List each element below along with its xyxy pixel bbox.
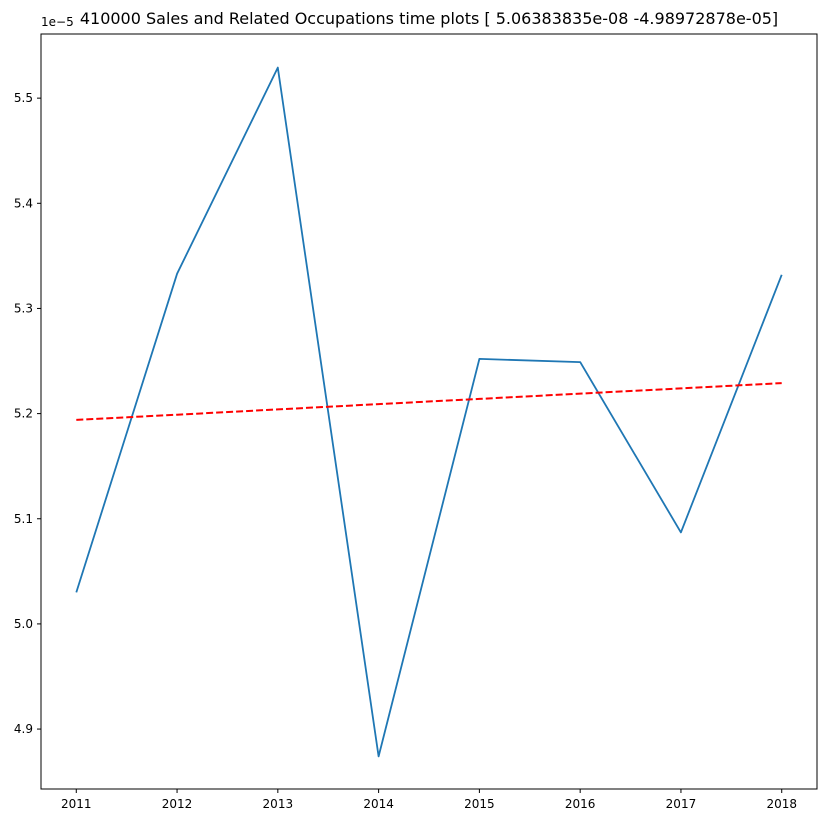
x-tick-label: 2014 <box>363 797 394 811</box>
y-tick-label: 5.0 <box>14 617 33 631</box>
series-line <box>75 66 783 758</box>
chart-title: 410000 Sales and Related Occupations tim… <box>80 9 778 28</box>
x-tick-label: 2011 <box>61 797 92 811</box>
plot-area: 2011 2012 2013 2014 2015 2016 2017 2018 4.9 5.0 5.… <box>14 33 818 811</box>
y-tick-label: 5.3 <box>14 301 33 315</box>
y-tick-label: 5.1 <box>14 512 33 526</box>
x-tick-label: 2018 <box>766 797 797 811</box>
axes-frame <box>40 33 818 790</box>
y-tick-label: 4.9 <box>14 722 33 736</box>
x-tick-label: 2016 <box>565 797 596 811</box>
x-tick-label: 2015 <box>464 797 495 811</box>
x-tick-label: 2017 <box>666 797 697 811</box>
trend-line <box>76 382 782 421</box>
y-tick-label: 5.2 <box>14 407 33 421</box>
x-tick-label: 2012 <box>162 797 193 811</box>
y-tick-label: 5.5 <box>14 91 33 105</box>
y-tick-label: 5.4 <box>14 196 33 210</box>
x-tick-label: 2013 <box>263 797 294 811</box>
y-offset-label: 1e−5 <box>41 15 74 29</box>
